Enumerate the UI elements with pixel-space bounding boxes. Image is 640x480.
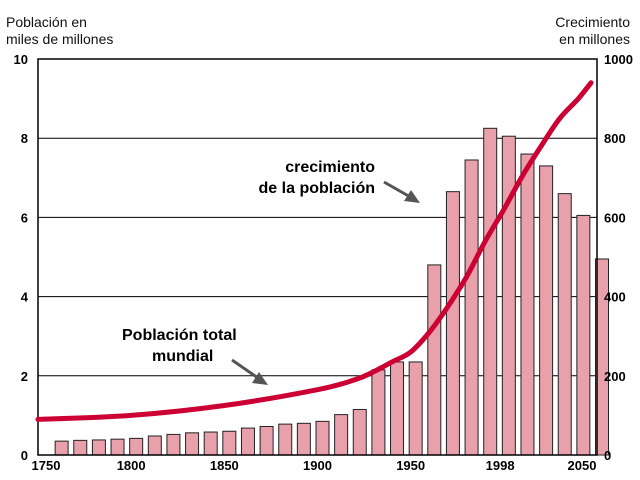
growth-bar: [147, 435, 162, 456]
population-line: [35, 80, 594, 422]
growth-bar: [203, 431, 218, 456]
growth-bar: [110, 438, 125, 456]
growth-bar: [73, 439, 88, 456]
left-tick-label: 0: [21, 448, 28, 463]
growth-bar: [129, 437, 144, 456]
right-tick-label: 600: [604, 210, 626, 225]
growth-bar: [334, 414, 349, 456]
growth-bar: [408, 361, 423, 456]
growth-bar: [259, 425, 274, 456]
growth-arrow-head: [404, 190, 420, 203]
growth-arrow-shaft: [383, 180, 413, 200]
growth-bar: [54, 440, 69, 456]
growth-bar: [427, 264, 442, 456]
growth-bar: [390, 361, 405, 456]
growth-bar: [445, 191, 460, 456]
tick-labels: 0 2 4 6 8 10 0 200 400 600 800 1000 1750 1800 1850 1900…: [14, 52, 633, 473]
right-tick-label: 800: [604, 131, 626, 146]
growth-bar: [483, 127, 498, 456]
right-tick-label: 0: [604, 448, 611, 463]
growth-bar: [222, 430, 237, 456]
left-tick-label: 2: [21, 369, 28, 384]
left-tick-label: 6: [21, 210, 28, 225]
growth-bar: [557, 193, 572, 456]
growth-bar: [352, 408, 367, 456]
population-annotation-line2: mundial: [152, 348, 213, 365]
growth-bars: [54, 127, 609, 456]
left-axis-title-line2: miles de millones: [6, 31, 114, 47]
growth-bar: [520, 153, 535, 456]
left-axis-title: Población en miles de millones: [6, 14, 113, 48]
x-tick-label: 1950: [396, 458, 425, 473]
right-axis-title-line1: Crecimiento: [555, 14, 630, 30]
population-arrow-shaft: [231, 358, 259, 380]
right-axis-title-line2: en millones: [559, 31, 630, 47]
left-axis-title-line1: Población en: [6, 14, 87, 30]
growth-bar: [371, 369, 386, 456]
x-tick-label: 1800: [117, 458, 146, 473]
growth-bar: [296, 422, 311, 456]
left-tick-label: 10: [14, 52, 28, 67]
growth-annotation-line1: crecimiento: [285, 159, 375, 176]
growth-bar: [166, 433, 181, 456]
annotations: crecimiento de la población Población tota…: [122, 159, 420, 385]
x-tick-label: 1850: [210, 458, 239, 473]
right-tick-label: 400: [604, 290, 626, 305]
growth-bar: [315, 420, 330, 456]
x-tick-label: 1750: [32, 458, 61, 473]
growth-annotation-line2: de la población: [259, 180, 375, 197]
left-tick-label: 4: [21, 290, 29, 305]
growth-bar: [185, 432, 200, 456]
population-annotation-line1: Población total: [122, 327, 237, 344]
population-arrow-head: [252, 372, 268, 385]
plot-frame: [37, 58, 598, 456]
growth-bar: [501, 135, 516, 456]
population-line-layer: [35, 80, 594, 422]
left-tick-label: 8: [21, 131, 28, 146]
right-tick-label: 1000: [604, 52, 633, 67]
x-tick-label: 2050: [568, 458, 597, 473]
right-tick-label: 200: [604, 369, 626, 384]
right-axis-title: Crecimiento en millones: [555, 14, 630, 48]
growth-bar: [595, 258, 609, 456]
growth-bar: [576, 214, 591, 456]
growth-bar: [91, 439, 106, 456]
growth-bar: [278, 423, 293, 456]
growth-bar: [464, 159, 479, 456]
growth-bar: [240, 427, 255, 456]
x-tick-label: 1900: [303, 458, 332, 473]
plot-border: [37, 58, 598, 456]
x-tick-label: 1998: [486, 458, 515, 473]
growth-bar: [539, 165, 554, 456]
